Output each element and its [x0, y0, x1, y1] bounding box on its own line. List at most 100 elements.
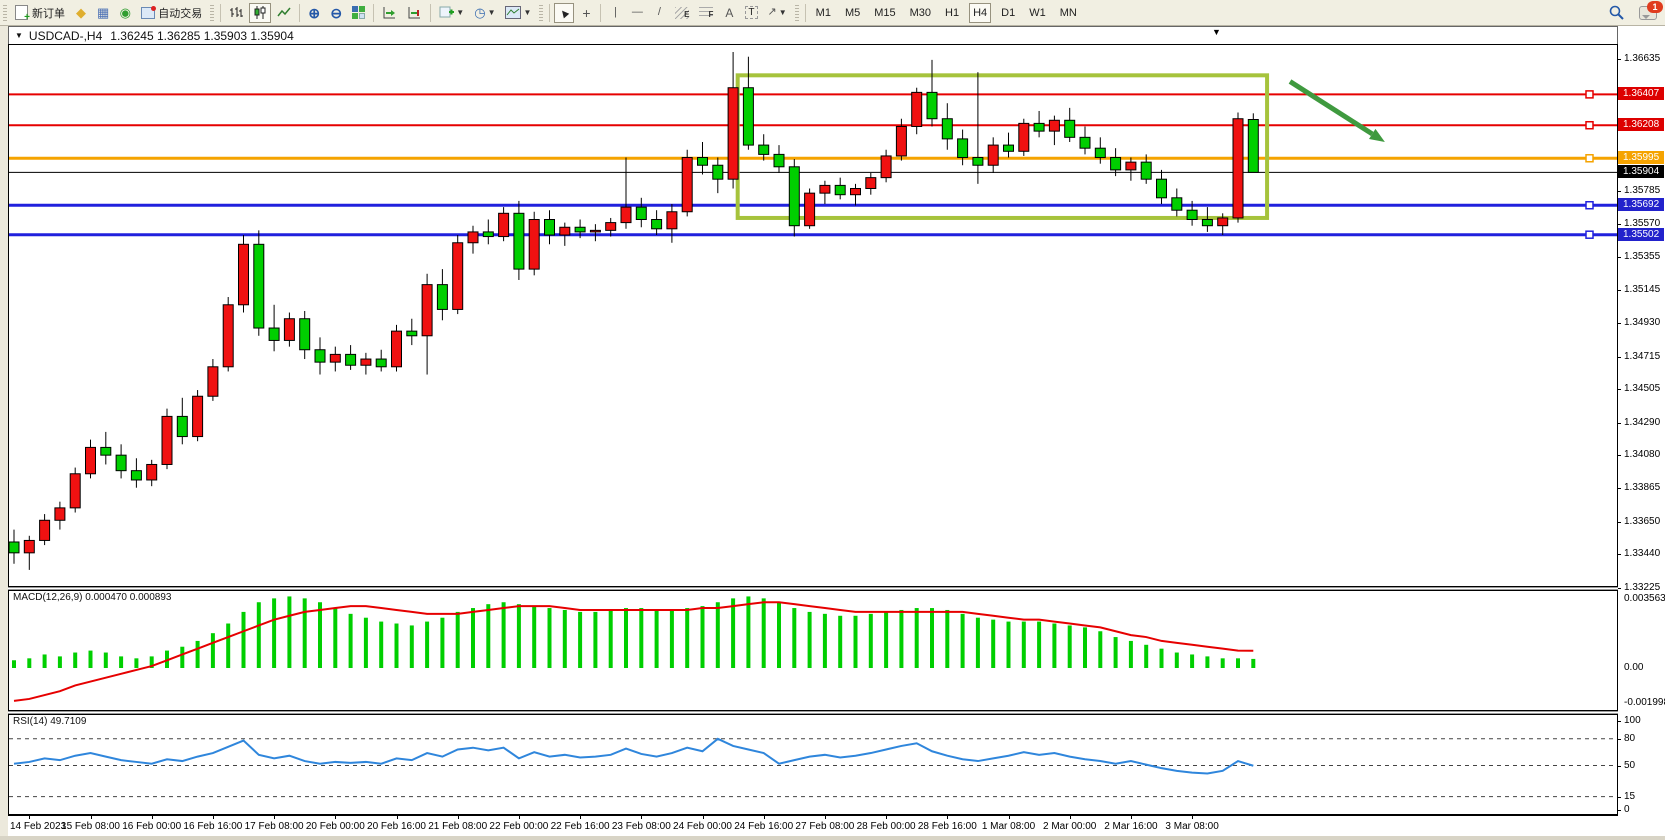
macd-bar-62 — [960, 613, 965, 668]
channel-button[interactable]: E — [671, 3, 693, 23]
chart-title-bar[interactable]: ▼ USDCAD-,H4 1.36245 1.36285 1.35903 1.3… — [8, 26, 1618, 44]
arrows-button[interactable]: ↗ ▼ — [764, 3, 791, 23]
zoom-out-icon: ⊖ — [330, 4, 343, 21]
macd-bar-59 — [914, 608, 919, 668]
macd-bar-0 — [12, 660, 16, 668]
time-tick-mark — [1069, 816, 1071, 819]
price-tick-label: 1.35355 — [1624, 251, 1661, 263]
time-label: 20 Feb 00:00 — [305, 821, 365, 832]
chart-shift-button[interactable] — [403, 3, 426, 23]
signals-button[interactable]: ◉ — [115, 3, 135, 23]
market-window-button[interactable]: ▦ — [93, 3, 113, 23]
search-button[interactable] — [1605, 3, 1628, 23]
candle-51 — [788, 166, 800, 227]
label-button[interactable]: T — [741, 3, 761, 23]
panel-separator[interactable] — [8, 711, 1618, 714]
price-tick-label: 1.34505 — [1624, 383, 1661, 395]
add-indicator-button[interactable]: ▼ — [435, 3, 468, 23]
price-tick-mark — [1618, 59, 1621, 61]
line-chart-button[interactable] — [273, 3, 295, 23]
horizontal-line-button[interactable]: — — [627, 3, 647, 23]
zoom-out-button[interactable]: ⊖ — [326, 3, 346, 23]
auto-scroll-button[interactable] — [378, 3, 401, 23]
new-order-button[interactable]: 新订单 — [11, 3, 69, 23]
text-button[interactable]: A — [719, 3, 739, 23]
zoom-in-button[interactable]: ⊕ — [304, 3, 324, 23]
text-icon: A — [725, 5, 734, 20]
panel-separator[interactable] — [8, 587, 1618, 590]
macd-bar-26 — [409, 625, 414, 668]
period-button[interactable]: ◷ ▼ — [470, 3, 499, 23]
candle-46 — [712, 164, 724, 180]
candle-24 — [375, 358, 387, 368]
hline-handle[interactable] — [1585, 90, 1594, 99]
chevron-down-icon: ▼ — [778, 8, 787, 17]
add-indicator-icon — [439, 6, 455, 18]
cursor-button[interactable]: ▲ — [554, 2, 575, 23]
timeframe-button-m1[interactable]: M1 — [815, 6, 831, 19]
candle-13 — [207, 366, 219, 397]
candle-79 — [1217, 217, 1229, 227]
trend-arrow-head — [1369, 128, 1385, 142]
price-badge: 1.35692 — [1618, 198, 1664, 212]
time-tick-mark — [29, 816, 31, 819]
hline-handle[interactable] — [1585, 120, 1594, 130]
timeframe-button-mn[interactable]: MN — [1059, 6, 1077, 19]
vertical-line-icon: | — [613, 6, 617, 18]
macd-bar-50 — [777, 602, 781, 668]
time-tick-mark — [396, 816, 398, 819]
auto-trading-button[interactable]: 自动交易 — [137, 3, 206, 23]
time-tick-mark — [1008, 816, 1010, 819]
tile-windows-button[interactable] — [348, 3, 369, 23]
fibonacci-button[interactable]: F — [695, 3, 717, 23]
timeframe-button-m15[interactable]: M15 — [874, 6, 896, 19]
price-badge: 1.35995 — [1618, 151, 1664, 165]
trend-arrow[interactable] — [1288, 79, 1374, 137]
candle-15 — [238, 243, 249, 306]
time-tick-mark — [274, 816, 276, 819]
arrows-icon: ↗ — [767, 6, 777, 18]
price-tick-mark — [1618, 422, 1621, 424]
candlestick-chart-button[interactable] — [249, 2, 272, 23]
candle-20 — [314, 349, 326, 363]
notifications-button[interactable]: 1 — [1639, 0, 1663, 20]
candle-76 — [1171, 197, 1183, 211]
candle-64 — [987, 144, 999, 166]
vertical-line-button[interactable]: | — [605, 3, 625, 23]
macd-panel[interactable] — [8, 590, 1618, 711]
time-axis[interactable]: 14 Feb 2023 15 Feb 08:00 16 Feb 00:00 16 Fe… — [8, 815, 1618, 836]
crosshair-button[interactable]: + — [576, 3, 596, 23]
price-tick-label: 1.34930 — [1624, 317, 1661, 329]
time-label: 1 Mar 08:00 — [981, 821, 1036, 832]
rsi-axis-label: 50 — [1624, 760, 1636, 771]
gold-diamond-button[interactable]: ◆ — [71, 3, 91, 23]
candle-48 — [742, 87, 754, 146]
timeframe-button-w1[interactable]: W1 — [1029, 6, 1046, 19]
time-label: 28 Feb 16:00 — [917, 821, 977, 832]
timeframe-button-h4[interactable]: H4 — [969, 2, 992, 23]
time-label: 14 Feb 2023 — [10, 821, 67, 832]
candle-22 — [345, 353, 357, 366]
timeframe-button-d1[interactable]: D1 — [1001, 6, 1016, 19]
main-price-chart[interactable] — [8, 44, 1618, 587]
timeframe-button-m5[interactable]: M5 — [844, 6, 861, 19]
timeframe-button-h1[interactable]: H1 — [945, 6, 960, 19]
trendline-button[interactable]: / — [649, 3, 669, 23]
search-icon — [1609, 5, 1624, 20]
price-axis[interactable]: 1.36635 1.35785 1.35570 1.35355 1.35145 1.349… — [1618, 26, 1665, 836]
macd-bar-65 — [1006, 621, 1011, 668]
template-button[interactable]: ▼ — [501, 3, 535, 23]
hline-handle[interactable] — [1585, 154, 1594, 163]
hline-handle[interactable] — [1585, 200, 1594, 210]
timeframe-button-m30[interactable]: M30 — [909, 6, 932, 19]
rsi-tick-mark — [1618, 810, 1621, 811]
macd-bar-32 — [501, 602, 506, 668]
price-badge: 1.35502 — [1618, 227, 1664, 241]
candle-47 — [727, 87, 739, 180]
hline-handle[interactable] — [1585, 230, 1594, 239]
rsi-panel[interactable] — [8, 714, 1618, 815]
macd-bar-17 — [272, 598, 277, 668]
macd-bar-42 — [654, 609, 659, 668]
bar-chart-button[interactable] — [225, 3, 247, 23]
macd-bar-67 — [1037, 621, 1042, 668]
